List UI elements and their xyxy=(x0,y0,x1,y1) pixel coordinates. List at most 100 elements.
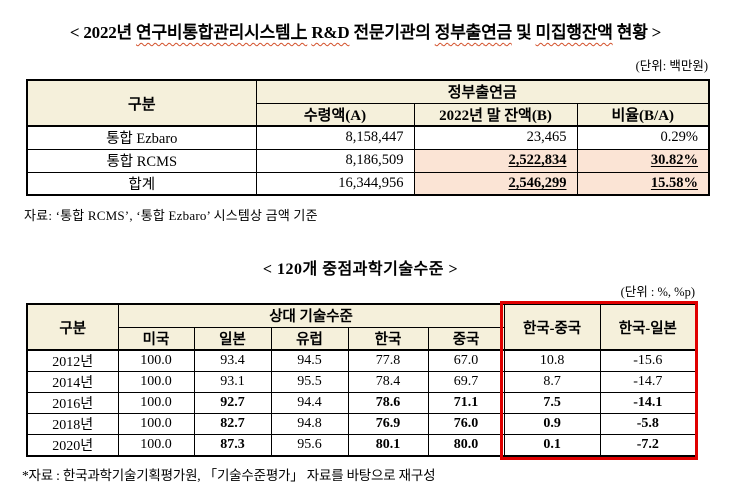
table-header-row: 구분 상대 기술수준 한국-중국 한국-일본 xyxy=(26,303,697,351)
tech-level-table-wrap: 구분 상대 기술수준 한국-중국 한국-일본 미국 일본 유럽 한국 중국 20… xyxy=(26,301,698,460)
title-text: 현황 > xyxy=(612,23,662,42)
title-word-spellchecked: 정부출연금 xyxy=(434,23,512,42)
data-cell: 100.0 xyxy=(117,371,195,393)
data-cell: 30.82% xyxy=(576,148,710,173)
table-row: 통합 RCMS 8,186,509 2,522,834 30.82% xyxy=(26,148,710,173)
data-cell: 7.5 xyxy=(503,392,601,414)
table-row: 2012년 100.0 93.4 94.5 77.8 67.0 10.8 -15.6 xyxy=(26,349,697,372)
data-cell: 8,158,447 xyxy=(255,125,415,150)
data-cell: -15.6 xyxy=(599,349,697,372)
data-cell: -14.1 xyxy=(599,392,697,414)
data-cell: 100.0 xyxy=(117,434,195,457)
data-cell: 78.4 xyxy=(347,371,429,393)
table-row: 통합 Ezbaro 8,158,447 23,465 0.29% xyxy=(26,125,710,150)
data-cell: 71.1 xyxy=(427,392,505,414)
data-cell: -5.8 xyxy=(599,413,697,435)
title-word-spellchecked: R&D xyxy=(311,23,350,42)
t2-header-korea: 한국 xyxy=(347,326,429,351)
table2-unit-note: (단위 : %, %p) xyxy=(620,285,695,299)
funding-table: 구분 정부출연금 수령액(A) 2022년 말 잔액(B) 비율(B/A) 통합… xyxy=(26,79,711,196)
tech-level-table-header: 구분 상대 기술수준 한국-중국 한국-일본 미국 일본 유럽 한국 중국 xyxy=(26,303,697,351)
data-cell: 93.1 xyxy=(193,371,272,393)
data-cell: 10.8 xyxy=(503,349,601,372)
table-header-row: 수령액(A) 2022년 말 잔액(B) 비율(B/A) xyxy=(27,102,710,127)
title-text: 및 xyxy=(511,23,536,42)
table2-source-note: *자료 : 한국과학기술기획평가원, 「기술수준평가」 자료를 바탕으로 재구성 xyxy=(22,468,436,483)
data-cell: 0.1 xyxy=(503,434,601,457)
table-row: 2014년 100.0 93.1 95.5 78.4 69.7 8.7 -14.7 xyxy=(26,371,697,393)
table-row: 2018년 100.0 82.7 94.8 76.9 76.0 0.9 -5.8 xyxy=(26,413,697,435)
tech-level-table-body: 2012년 100.0 93.4 94.5 77.8 67.0 10.8 -15.6 2014년… xyxy=(26,349,697,457)
t1-header-group: 정부출연금 xyxy=(255,79,710,104)
data-cell: 69.7 xyxy=(427,371,505,393)
data-cell: 15.58% xyxy=(576,171,710,196)
data-cell: 80.1 xyxy=(347,434,429,457)
t1-header-balance: 2022년 말 잔액(B) xyxy=(413,102,578,127)
table-header-row: 미국 일본 유럽 한국 중국 xyxy=(27,326,696,351)
data-cell: 76.9 xyxy=(347,413,429,435)
data-cell: 92.7 xyxy=(193,392,272,414)
t2-header-kr-cn: 한국-중국 xyxy=(503,303,601,351)
data-cell: 76.0 xyxy=(427,413,505,435)
t1-header-ratio: 비율(B/A) xyxy=(576,102,710,127)
t1-header-gubun: 구분 xyxy=(26,79,257,127)
data-cell: 93.4 xyxy=(193,349,272,372)
data-cell: 78.6 xyxy=(347,392,429,414)
data-cell: 95.5 xyxy=(270,371,349,393)
t2-header-europe: 유럽 xyxy=(270,326,349,351)
table1-title: < 2022년 연구비통합관리시스템上 R&D 전문기관의 정부출연금 및 미집… xyxy=(12,18,719,43)
tech-level-table: 구분 상대 기술수준 한국-중국 한국-일본 미국 일본 유럽 한국 중국 20… xyxy=(26,303,698,457)
data-cell: 80.0 xyxy=(427,434,505,457)
title-word-spellchecked: 연구비통합관리시스템上 xyxy=(136,23,308,42)
document-page: < 2022년 연구비통합관리시스템上 R&D 전문기관의 정부출연금 및 미집… xyxy=(0,18,731,492)
data-cell: 2,522,834 xyxy=(413,148,578,173)
funding-table-body: 통합 Ezbaro 8,158,447 23,465 0.29% 통합 RCMS 8,18… xyxy=(26,125,710,196)
data-cell: 100.0 xyxy=(117,349,195,372)
data-cell: 100.0 xyxy=(117,392,195,414)
data-cell: 67.0 xyxy=(427,349,505,372)
data-cell: 0.29% xyxy=(576,125,710,150)
title-text: 전문기관의 xyxy=(349,23,435,42)
table2-title: < 120개 중점과학기술수준 > xyxy=(262,261,459,278)
row-label: 통합 Ezbaro xyxy=(26,125,257,150)
funding-table-header: 구분 정부출연금 수령액(A) 2022년 말 잔액(B) 비율(B/A) xyxy=(26,79,710,127)
data-cell: 77.8 xyxy=(347,349,429,372)
t2-header-relative: 상대 기술수준 xyxy=(117,303,505,328)
data-cell: 94.8 xyxy=(270,413,349,435)
t2-header-gubun: 구분 xyxy=(26,303,119,351)
data-cell: 8.7 xyxy=(503,371,601,393)
row-label: 합계 xyxy=(26,171,257,196)
table-row: 2016년 100.0 92.7 94.4 78.6 71.1 7.5 -14.1 xyxy=(26,392,697,414)
t2-header-kr-jp: 한국-일본 xyxy=(599,303,697,351)
data-cell: 0.9 xyxy=(503,413,601,435)
title-text: < 2022년 xyxy=(69,23,137,42)
table1-source-note: 자료: ‘통합 RCMS’, ‘통합 Ezbaro’ 시스템상 금액 기준 xyxy=(24,208,318,223)
data-cell: 94.4 xyxy=(270,392,349,414)
table1-unit-note: (단위: 백만원) xyxy=(635,59,708,73)
data-cell: 16,344,956 xyxy=(255,171,415,196)
row-label: 2020년 xyxy=(26,434,119,457)
data-cell: 2,546,299 xyxy=(413,171,578,196)
row-label: 2018년 xyxy=(26,413,119,435)
data-cell: -7.2 xyxy=(599,434,697,457)
row-label: 2014년 xyxy=(26,371,119,393)
t2-header-china: 중국 xyxy=(427,326,505,351)
data-cell: 23,465 xyxy=(413,125,578,150)
table-row: 2020년 100.0 87.3 95.6 80.1 80.0 0.1 -7.2 xyxy=(26,434,697,457)
data-cell: 94.5 xyxy=(270,349,349,372)
row-label: 2016년 xyxy=(26,392,119,414)
data-cell: 8,186,509 xyxy=(255,148,415,173)
data-cell: 82.7 xyxy=(193,413,272,435)
row-label: 2012년 xyxy=(26,349,119,372)
table-header-row: 구분 정부출연금 xyxy=(26,79,710,127)
row-label: 통합 RCMS xyxy=(26,148,257,173)
data-cell: 100.0 xyxy=(117,413,195,435)
data-cell: -14.7 xyxy=(599,371,697,393)
t2-header-usa: 미국 xyxy=(117,326,195,351)
title-word-spellchecked: 미집행잔액 xyxy=(535,23,613,42)
t2-header-japan: 일본 xyxy=(193,326,272,351)
t1-header-received: 수령액(A) xyxy=(255,102,415,127)
data-cell: 87.3 xyxy=(193,434,272,457)
data-cell: 95.6 xyxy=(270,434,349,457)
table-row: 합계 16,344,956 2,546,299 15.58% xyxy=(26,171,710,196)
